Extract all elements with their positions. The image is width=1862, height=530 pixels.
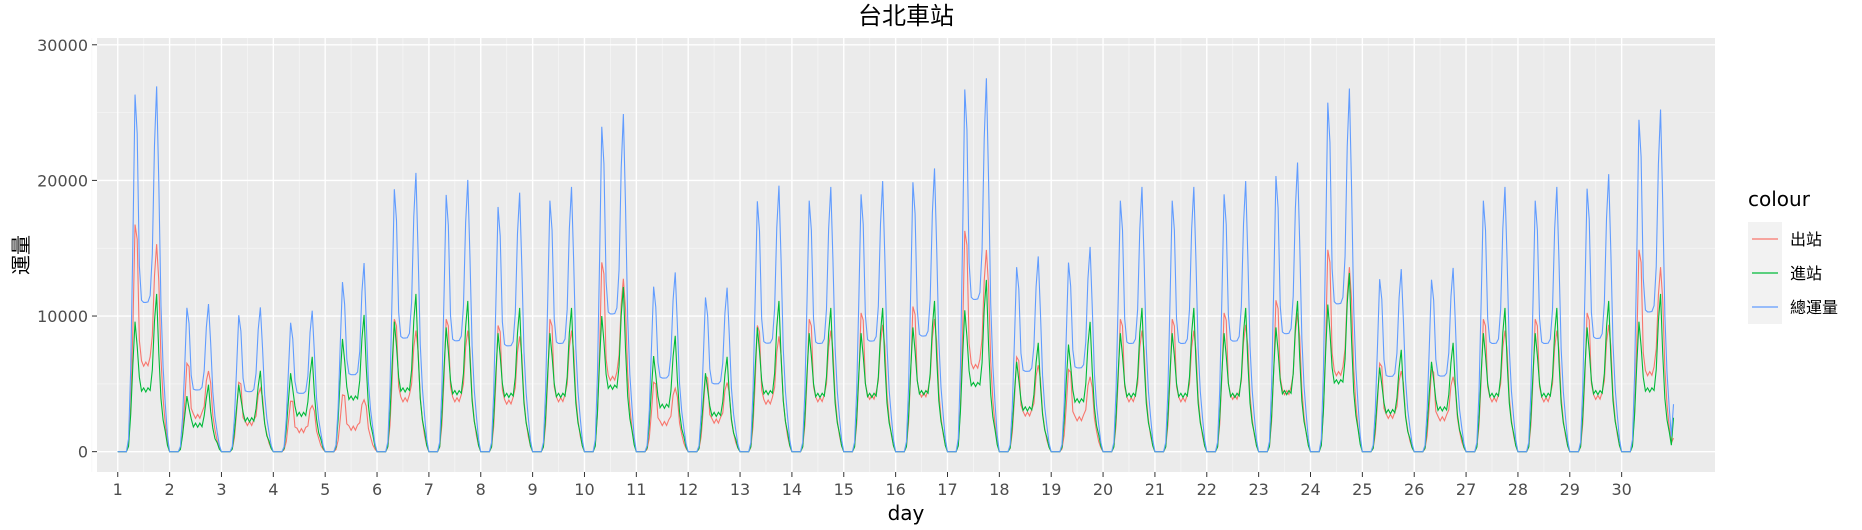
- minor-gridlines: [91, 38, 1715, 472]
- x-tick-label: 28: [1508, 480, 1528, 499]
- x-tick-label: 24: [1300, 480, 1320, 499]
- x-tick-label: 19: [1041, 480, 1061, 499]
- x-axis: 1 2 3 4 5 6 7 8 9 10 11 12 13 14 15 16 17 18 19 20 21 22 23 24 2…: [113, 472, 1632, 499]
- x-tick-label: 22: [1197, 480, 1217, 499]
- x-tick-label: 15: [834, 480, 854, 499]
- x-tick-label: 27: [1456, 480, 1476, 499]
- x-tick-label: 3: [216, 480, 226, 499]
- x-tick-label: 6: [372, 480, 382, 499]
- x-tick-label: 16: [885, 480, 905, 499]
- plot-panel: [97, 38, 1715, 472]
- legend-label: 進站: [1790, 264, 1822, 283]
- legend-label: 出站: [1790, 230, 1822, 249]
- legend-label: 總運量: [1790, 298, 1838, 317]
- y-tick-label: 30000: [37, 36, 88, 55]
- series-layer: [117, 78, 1675, 453]
- x-tick-label: 8: [476, 480, 486, 499]
- chart-title: 台北車站: [858, 2, 954, 30]
- y-tick-label: 0: [78, 443, 88, 462]
- x-tick-label: 5: [320, 480, 330, 499]
- x-tick-label: 12: [678, 480, 698, 499]
- x-tick-label: 10: [574, 480, 594, 499]
- x-tick-label: 20: [1093, 480, 1113, 499]
- x-tick-label: 25: [1352, 480, 1372, 499]
- y-axis: 0 10000 20000 30000: [37, 36, 97, 462]
- x-tick-label: 1: [113, 480, 123, 499]
- x-tick-label: 13: [730, 480, 750, 499]
- x-tick-label: 9: [528, 480, 538, 499]
- x-tick-label: 23: [1248, 480, 1268, 499]
- x-tick-label: 2: [165, 480, 175, 499]
- x-tick-label: 26: [1404, 480, 1424, 499]
- x-tick-label: 17: [937, 480, 957, 499]
- x-tick-label: 18: [989, 480, 1009, 499]
- x-tick-label: 30: [1611, 480, 1631, 499]
- x-tick-label: 14: [782, 480, 802, 499]
- y-tick-label: 20000: [37, 171, 88, 190]
- series-line: [117, 78, 1675, 453]
- legend-title: colour: [1748, 187, 1811, 211]
- x-axis-title: day: [888, 501, 925, 525]
- x-tick-label: 7: [424, 480, 434, 499]
- major-gridlines: [97, 38, 1715, 472]
- x-tick-label: 4: [268, 480, 278, 499]
- x-tick-label: 21: [1145, 480, 1165, 499]
- x-tick-label: 11: [626, 480, 646, 499]
- y-axis-title: 運量: [9, 235, 33, 275]
- x-tick-label: 29: [1560, 480, 1580, 499]
- y-tick-label: 10000: [37, 307, 88, 326]
